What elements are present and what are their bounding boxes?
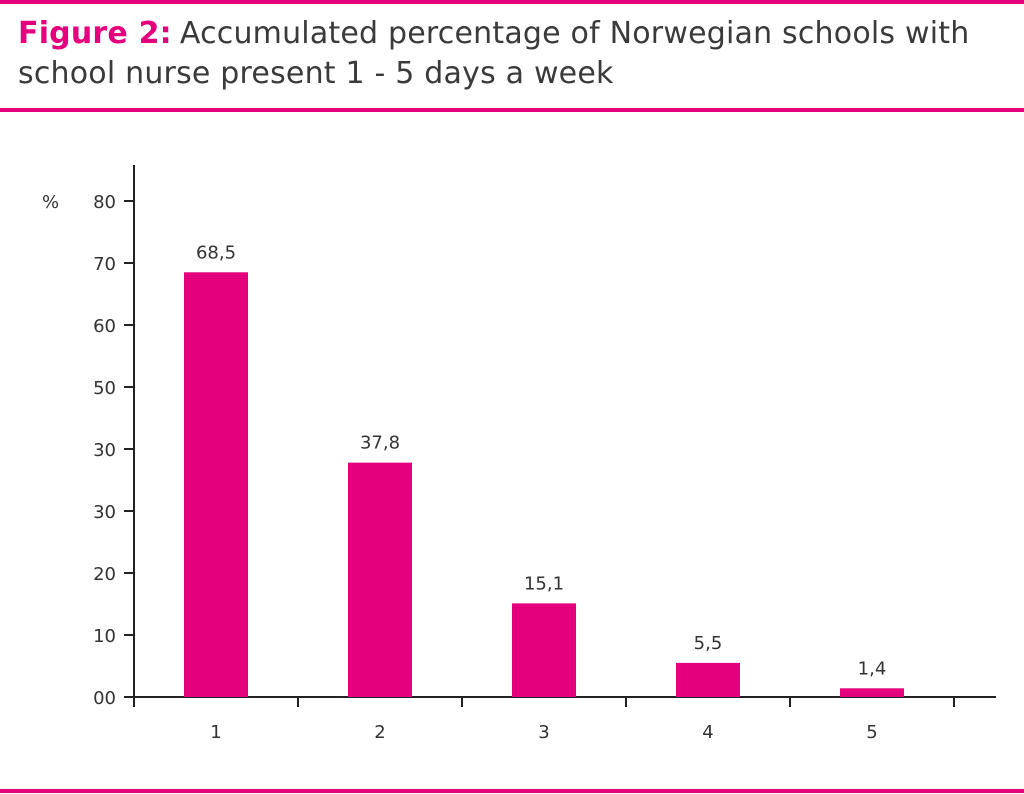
bottom-rule [0, 789, 1024, 793]
y-tick-label: 70 [93, 254, 116, 275]
x-tick-label: 4 [702, 722, 713, 743]
y-axis-label: % [42, 192, 59, 213]
y-tick-label: 00 [93, 688, 116, 709]
x-tick-label: 2 [374, 722, 385, 743]
data-label: 68,5 [196, 242, 236, 263]
x-tick-label: 5 [866, 722, 877, 743]
y-tick-label: 20 [93, 564, 116, 585]
x-tick-label: 3 [538, 722, 549, 743]
data-label: 37,8 [360, 433, 400, 454]
y-tick-label: 10 [93, 626, 116, 647]
title-rule [0, 108, 1024, 112]
bar-3 [512, 603, 576, 697]
data-label: 5,5 [694, 633, 723, 654]
top-rule [0, 0, 1024, 4]
x-tick-label: 1 [210, 722, 221, 743]
y-tick-label: 50 [93, 378, 116, 399]
bar-2 [348, 462, 412, 697]
chart-title: Figure 2: Accumulated percentage of Norwe… [18, 14, 1008, 94]
data-label: 1,4 [858, 658, 887, 679]
y-tick-label: 30 [93, 502, 116, 523]
bar-4 [676, 662, 740, 697]
chart-title-text: Accumulated percentage of Norwegian scho… [18, 16, 970, 91]
data-label: 15,1 [524, 573, 564, 594]
y-tick-label: 60 [93, 316, 116, 337]
bar-5 [840, 688, 904, 697]
y-tick-label: 80 [93, 192, 116, 213]
y-tick-label: 30 [93, 440, 116, 461]
figure-label: Figure 2: [18, 16, 172, 51]
bar-1 [184, 272, 248, 697]
